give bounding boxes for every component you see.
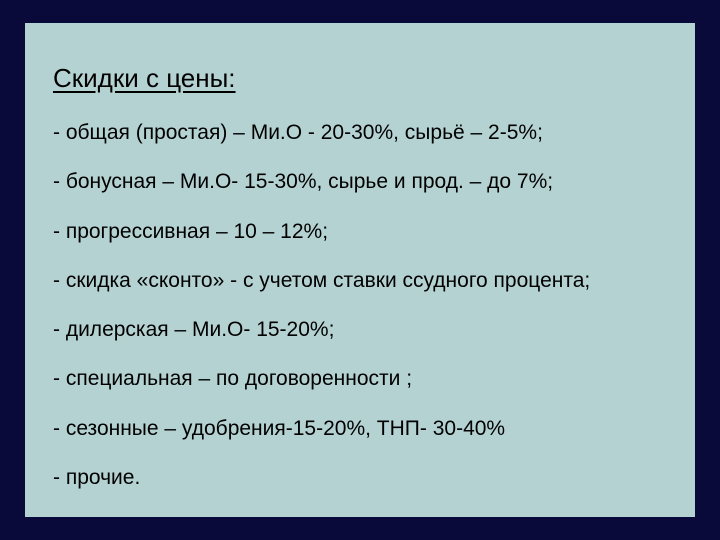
list-item: - дилерская – Ми.О- 15-20%; — [53, 317, 667, 343]
list-item: - прочие. — [53, 465, 667, 491]
list-item: - скидка «сконто» - с учетом ставки ссуд… — [53, 268, 667, 294]
item-list: - общая (простая) – Ми.О - 20-30%, сырьё… — [53, 120, 667, 491]
list-item: - общая (простая) – Ми.О - 20-30%, сырьё… — [53, 120, 667, 146]
content-card: Скидки с цены: - общая (простая) – Ми.О … — [24, 22, 696, 518]
list-item: - бонусная – Ми.О- 15-30%, сырье и прод.… — [53, 169, 667, 195]
list-item: - прогрессивная – 10 – 12%; — [53, 219, 667, 245]
list-item: - специальная – по договоренности ; — [53, 366, 667, 392]
slide-title: Скидки с цены: — [53, 63, 667, 94]
list-item: - сезонные – удобрения-15-20%, ТНП- 30-4… — [53, 416, 667, 442]
